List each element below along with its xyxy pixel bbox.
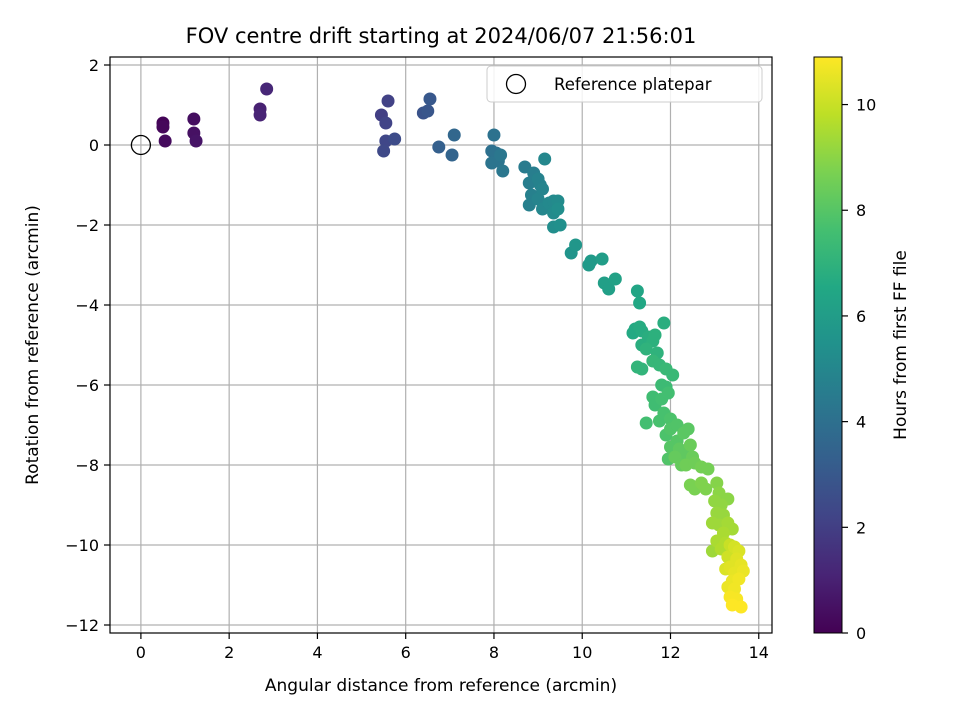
y-tick-label: −8 — [75, 456, 99, 475]
x-tick-label: 10 — [572, 643, 592, 662]
data-point — [710, 476, 724, 490]
data-point — [158, 134, 172, 148]
colorbar-tick-label: 8 — [856, 201, 866, 220]
data-point — [584, 254, 598, 268]
data-point — [553, 218, 567, 232]
legend-label-reference: Reference platepar — [554, 75, 712, 94]
data-point — [683, 438, 697, 452]
legend: Reference platepar — [486, 65, 763, 103]
colorbar-tick-label: 2 — [856, 518, 866, 537]
colorbar-label: Hours from first FF file — [891, 250, 911, 440]
colorbar-tick-label: 0 — [856, 624, 866, 643]
y-tick-label: −10 — [65, 536, 99, 555]
data-point — [531, 192, 545, 206]
data-point — [701, 462, 715, 476]
data-point — [156, 120, 170, 134]
data-point — [487, 128, 501, 142]
data-point — [639, 416, 653, 430]
data-point — [630, 284, 644, 298]
data-point — [496, 164, 510, 178]
data-point — [639, 342, 653, 356]
data-point — [377, 144, 391, 158]
x-tick-label: 14 — [749, 643, 769, 662]
data-point — [699, 482, 713, 496]
data-point — [635, 362, 649, 376]
data-point — [260, 82, 274, 96]
x-tick-label: 6 — [401, 643, 411, 662]
data-point — [633, 296, 647, 310]
data-point — [734, 600, 748, 614]
data-point — [447, 128, 461, 142]
y-tick-label: 2 — [89, 56, 99, 75]
colorbar-tick-label: 10 — [856, 96, 876, 115]
data-point — [253, 108, 267, 122]
grid — [110, 57, 772, 633]
x-axis-label: Angular distance from reference (arcmin) — [265, 676, 617, 696]
x-tick-label: 2 — [224, 643, 234, 662]
axis-ticks: 0 2 4 6 8 10 12 14 −12 −10 −8 −6 −4 −2 0 2 — [65, 56, 769, 662]
data-point — [445, 148, 459, 162]
x-tick-label: 8 — [489, 643, 499, 662]
data-point — [189, 134, 203, 148]
colorbar-tick-label: 4 — [856, 413, 866, 432]
y-tick-label: −12 — [65, 616, 99, 635]
x-tick-label: 4 — [312, 643, 322, 662]
data-point — [388, 132, 402, 146]
data-point — [381, 94, 395, 108]
colorbar-gradient — [813, 56, 843, 634]
data-point — [423, 92, 437, 106]
scatter-points — [156, 82, 750, 614]
data-point — [187, 112, 201, 126]
plot-frame — [109, 56, 773, 634]
data-point — [569, 238, 583, 252]
legend-box — [486, 65, 763, 103]
data-point — [536, 182, 550, 196]
data-point — [732, 572, 746, 586]
reference-marker-layer — [130, 134, 152, 156]
data-point — [602, 282, 616, 296]
chart-title: FOV centre drift starting at 2024/06/07 … — [186, 24, 697, 48]
data-point — [648, 328, 662, 342]
data-point — [432, 140, 446, 154]
data-point — [551, 202, 565, 216]
data-point — [608, 272, 622, 286]
data-point — [379, 116, 393, 130]
colorbar: 0 2 4 6 8 10 Hours from first FF file — [813, 56, 911, 643]
data-point — [421, 104, 435, 118]
y-tick-label: −2 — [75, 216, 99, 235]
colorbar-ticks: 0 2 4 6 8 10 — [842, 96, 876, 643]
data-point — [657, 316, 671, 330]
data-point — [661, 386, 675, 400]
y-axis-label: Rotation from reference (arcmin) — [23, 205, 43, 485]
y-tick-label: 0 — [89, 136, 99, 155]
legend-reference-marker — [505, 73, 527, 95]
y-tick-label: −6 — [75, 376, 99, 395]
colorbar-tick-label: 6 — [856, 307, 866, 326]
data-point — [595, 252, 609, 266]
data-point — [494, 148, 508, 162]
x-tick-label: 0 — [136, 643, 146, 662]
data-point — [538, 152, 552, 166]
reference-marker — [130, 134, 152, 156]
y-tick-label: −4 — [75, 296, 99, 315]
data-point — [666, 368, 680, 382]
x-tick-label: 12 — [660, 643, 680, 662]
data-point — [681, 422, 695, 436]
